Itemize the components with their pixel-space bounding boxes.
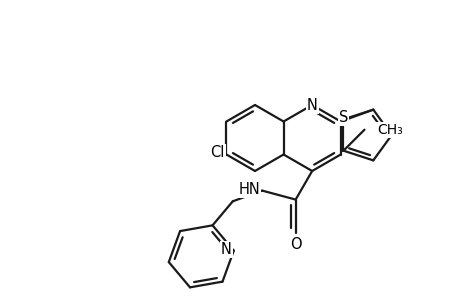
Text: N: N (220, 242, 231, 257)
Text: O: O (289, 237, 301, 252)
Text: S: S (338, 110, 347, 125)
Text: CH₃: CH₃ (377, 123, 403, 137)
Text: HN: HN (238, 182, 260, 197)
Text: Cl: Cl (210, 145, 224, 160)
Text: N: N (306, 98, 317, 112)
